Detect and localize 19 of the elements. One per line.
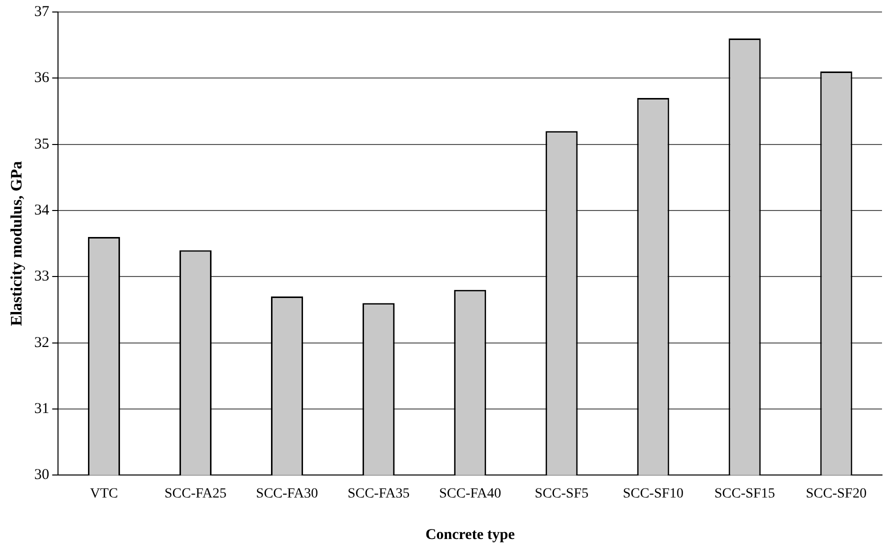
x-tick-label: SCC-SF5: [534, 486, 588, 502]
y-tick-label: 34: [34, 202, 50, 218]
x-tick-label: SCC-FA30: [256, 486, 318, 502]
x-tick-label: SCC-SF20: [806, 486, 867, 502]
x-tick-label: SCC-SF15: [714, 486, 776, 502]
y-tick-label: 31: [34, 400, 50, 417]
x-tick-label: SCC-FA25: [164, 486, 226, 502]
x-tick-label: SCC-FA35: [348, 486, 410, 502]
y-tick-label: 36: [34, 70, 50, 86]
y-tick-label: 32: [34, 334, 50, 351]
x-tick-label: SCC-FA40: [439, 486, 502, 502]
x-tick-label: VTC: [90, 486, 118, 502]
y-axis-title: Elasticity modulus, GPa: [8, 161, 26, 326]
y-tick-label: 30: [34, 467, 50, 484]
y-tick-label: 37: [34, 4, 50, 20]
y-tick-label: 33: [34, 268, 50, 285]
x-tick-label: SCC-SF10: [622, 486, 684, 502]
x-axis-title: Concrete type: [425, 526, 516, 543]
y-tick-label: 35: [34, 136, 50, 152]
